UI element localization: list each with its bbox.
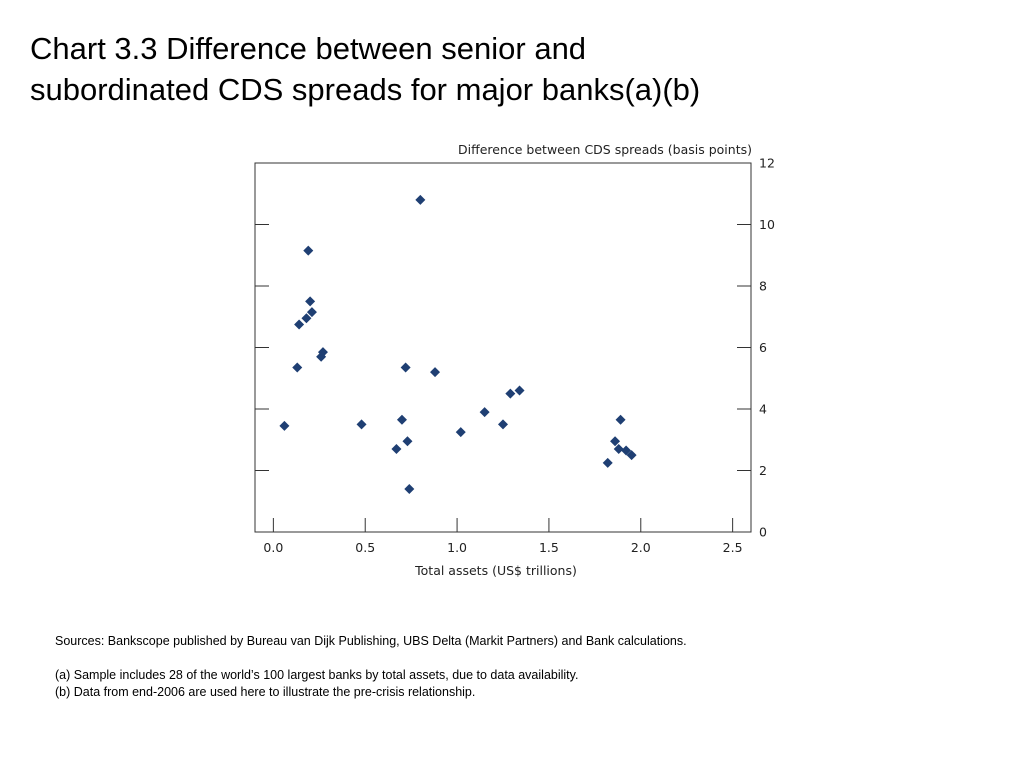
- y-axis-label: Difference between CDS spreads (basis po…: [458, 142, 752, 157]
- data-point: [505, 388, 516, 399]
- data-point: [430, 367, 441, 378]
- footnote-b: (b) Data from end-2006 are used here to …: [55, 685, 476, 699]
- data-point: [615, 414, 626, 425]
- x-tick-label: 2.5: [723, 540, 743, 555]
- data-points: [279, 194, 637, 494]
- x-tick-label: 0.0: [263, 540, 283, 555]
- data-point: [279, 420, 290, 431]
- data-point: [391, 443, 402, 454]
- data-point: [305, 296, 316, 307]
- sources-note: Sources: Bankscope published by Bureau v…: [55, 634, 687, 648]
- plot-frame: [254, 162, 752, 533]
- data-point: [613, 443, 624, 454]
- y-tick-label: 10: [759, 217, 775, 232]
- data-point: [396, 414, 407, 425]
- data-point: [400, 362, 411, 373]
- chart-notes: Sources: Bankscope published by Bureau v…: [55, 633, 955, 701]
- data-point: [626, 450, 637, 461]
- y-tick-label: 12: [759, 156, 775, 171]
- data-point: [294, 319, 305, 330]
- data-point: [498, 419, 508, 430]
- x-tick-label: 2.0: [631, 540, 651, 555]
- data-point: [415, 194, 426, 205]
- data-point: [356, 419, 367, 430]
- data-point: [303, 245, 314, 256]
- slide-title: Chart 3.3 Difference between senior and …: [30, 31, 701, 107]
- data-point: [621, 445, 632, 456]
- x-axis-label: Total assets (US$ trillions): [414, 563, 577, 578]
- x-tick-label: 0.5: [355, 540, 375, 555]
- y-tick-label: 4: [759, 402, 767, 417]
- y-tick-label: 2: [759, 463, 767, 478]
- y-tick-label: 8: [759, 279, 767, 294]
- footnote-a: (a) Sample includes 28 of the world’s 10…: [55, 668, 579, 682]
- data-point: [514, 385, 525, 396]
- scatter-chart: Difference between CDS spreads (basis po…: [254, 142, 775, 578]
- data-point: [455, 427, 466, 438]
- data-point: [479, 407, 490, 418]
- data-point: [610, 436, 621, 447]
- y-tick-label: 6: [759, 340, 767, 355]
- data-point: [306, 307, 317, 318]
- y-tick-label: 0: [759, 525, 767, 540]
- x-tick-label: 1.0: [447, 540, 467, 555]
- data-point: [292, 362, 303, 373]
- data-point: [317, 347, 328, 358]
- data-point: [602, 457, 613, 468]
- data-point: [404, 483, 415, 494]
- axes: 0 2 4 6 8 10 12 0.0 0.5 1.0 1.5 2.0 2.5: [255, 156, 775, 555]
- data-point: [301, 313, 312, 324]
- data-point: [402, 436, 413, 447]
- x-tick-label: 1.5: [539, 540, 559, 555]
